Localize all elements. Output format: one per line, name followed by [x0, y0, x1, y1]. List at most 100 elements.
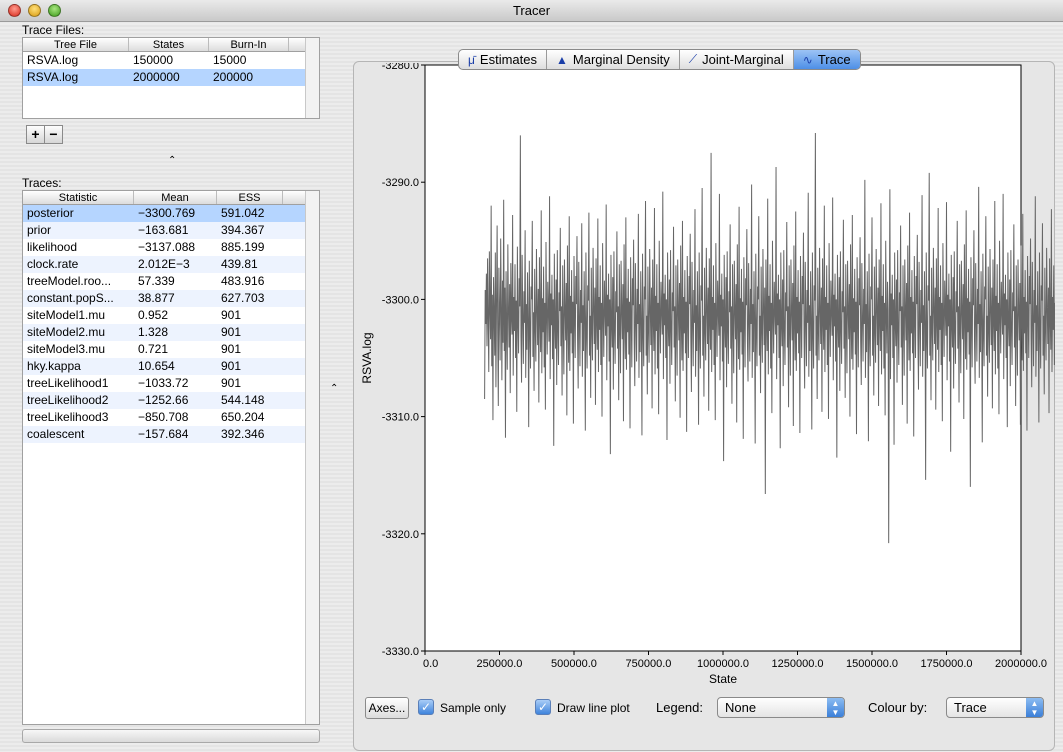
- table-row[interactable]: treeModel.roo... 57.339 483.916: [23, 273, 319, 290]
- trace-cell: 901: [221, 325, 242, 339]
- table-row[interactable]: treeLikelihood3 −850.708 650.204: [23, 409, 319, 426]
- trace-cell: 483.916: [221, 274, 265, 288]
- table-row[interactable]: constant.popS... 38.877 627.703: [23, 290, 319, 307]
- tab-label: Joint-Marginal: [702, 52, 784, 67]
- table-row[interactable]: siteModel1.mu 0.952 901: [23, 307, 319, 324]
- split-handle-icon[interactable]: ⌃: [168, 155, 177, 166]
- tab-marginal-density[interactable]: ▲ Marginal Density: [547, 50, 680, 69]
- traces-body: posterior −3300.769 591.042 prior −163.681 39…: [23, 205, 319, 443]
- x-tick-label: 250000.0: [477, 658, 523, 670]
- y-tick-label: -3290.0: [382, 177, 419, 189]
- trace-cell: 392.346: [221, 427, 265, 441]
- colour-by-label: Colour by:: [868, 700, 928, 715]
- draw-line-plot-checkbox[interactable]: ✓: [535, 699, 551, 715]
- density-icon: ▲: [556, 52, 568, 67]
- x-axis-label: State: [709, 672, 737, 686]
- tab-joint-marginal[interactable]: ⟋ Joint-Marginal: [680, 50, 794, 69]
- horizontal-scrollbar[interactable]: [22, 729, 320, 743]
- trace-cell: clock.rate: [27, 257, 79, 271]
- trace-cell: 57.339: [138, 274, 175, 288]
- trace-cell: −3137.088: [138, 240, 196, 254]
- add-trace-file-button[interactable]: +: [26, 125, 45, 144]
- trace-cell: 901: [221, 342, 242, 356]
- trace-cell: 627.703: [221, 291, 265, 305]
- legend-select[interactable]: None ▲ ▼: [717, 697, 845, 718]
- trace-cell: −163.681: [138, 223, 189, 237]
- column-header-ess[interactable]: ESS: [217, 191, 283, 204]
- trace-file-cell: 2000000: [133, 70, 180, 84]
- traces-table[interactable]: Statistic Mean ESS posterior −3300.769 591…: [22, 190, 320, 725]
- trace-cell: siteModel2.mu: [27, 325, 106, 339]
- window-title: Tracer: [512, 3, 551, 18]
- axes-button[interactable]: Axes...: [365, 697, 409, 719]
- trace-file-cell: RSVA.log: [27, 70, 79, 84]
- trace-cell: −850.708: [138, 410, 189, 424]
- trace-cell: constant.popS...: [27, 291, 114, 305]
- splitter-handle-icon[interactable]: ⌃: [330, 383, 339, 394]
- table-row[interactable]: prior −163.681 394.367: [23, 222, 319, 239]
- sample-only-checkbox[interactable]: ✓: [418, 699, 434, 715]
- trace-cell: 394.367: [221, 223, 265, 237]
- x-tick-label: 750000.0: [626, 658, 672, 670]
- column-header-states[interactable]: States: [129, 38, 209, 51]
- trace-cell: 650.204: [221, 410, 265, 424]
- trace-file-cell: 15000: [213, 53, 247, 67]
- x-tick-label: 2000000.0: [995, 658, 1047, 670]
- table-row[interactable]: treeLikelihood2 −1252.66 544.148: [23, 392, 319, 409]
- trace-files-label: Trace Files:: [22, 23, 85, 37]
- trace-files-table[interactable]: Tree File States Burn-In RSVA.log 150000 1…: [22, 37, 320, 119]
- table-row[interactable]: clock.rate 2.012E−3 439.81: [23, 256, 319, 273]
- table-row[interactable]: treeLikelihood1 −1033.72 901: [23, 375, 319, 392]
- trace-cell: hky.kappa: [27, 359, 81, 373]
- trace-files-scrollbar[interactable]: [305, 38, 319, 118]
- mu-bar-icon: μ̄: [468, 52, 475, 67]
- trace-cell: treeLikelihood2: [27, 393, 109, 407]
- table-row[interactable]: RSVA.log 150000 15000: [23, 52, 319, 69]
- y-tick-label: -3330.0: [382, 646, 419, 658]
- table-row[interactable]: coalescent −157.684 392.346: [23, 426, 319, 443]
- minimize-window-button[interactable]: [28, 4, 41, 17]
- trace-file-cell: RSVA.log: [27, 53, 79, 67]
- trace-cell: posterior: [27, 206, 74, 220]
- trace-cell: 1.328: [138, 325, 169, 339]
- trace-cell: 439.81: [221, 257, 258, 271]
- table-row[interactable]: likelihood −3137.088 885.199: [23, 239, 319, 256]
- trace-cell: treeLikelihood3: [27, 410, 109, 424]
- trace-cell: siteModel1.mu: [27, 308, 106, 322]
- traces-scrollbar[interactable]: [305, 191, 319, 724]
- y-tick-label: -3310.0: [382, 412, 419, 424]
- trace-cell: treeLikelihood1: [27, 376, 109, 390]
- tab-trace[interactable]: ∿ Trace: [793, 50, 860, 69]
- main-content: Trace Files: Tree File States Burn-In RS…: [0, 23, 1063, 752]
- traces-label: Traces:: [22, 176, 62, 190]
- x-tick-label: 0.0: [423, 658, 438, 670]
- table-row[interactable]: RSVA.log 2000000 200000: [23, 69, 319, 86]
- trace-cell: prior: [27, 223, 52, 237]
- trace-series-line: [484, 132, 1055, 544]
- x-tick-label: 1250000.0: [772, 658, 824, 670]
- column-header-mean[interactable]: Mean: [134, 191, 217, 204]
- trace-cell: 0.952: [138, 308, 169, 322]
- tab-label: Estimates: [479, 52, 537, 67]
- trace-cell: 901: [221, 376, 242, 390]
- table-row[interactable]: posterior −3300.769 591.042: [23, 205, 319, 222]
- chevron-updown-icon: ▲ ▼: [827, 698, 844, 717]
- trace-cell: 885.199: [221, 240, 265, 254]
- column-header-tree-file[interactable]: Tree File: [23, 38, 129, 51]
- column-header-burn-in[interactable]: Burn-In: [209, 38, 289, 51]
- zoom-window-button[interactable]: [48, 4, 61, 17]
- trace-cell: 901: [221, 308, 242, 322]
- view-tabs: μ̄ Estimates ▲ Marginal Density ⟋ Joint-Margi…: [458, 49, 861, 70]
- tab-label: Trace: [817, 52, 851, 67]
- y-axis-label: RSVA.log: [360, 332, 374, 383]
- colour-by-select[interactable]: Trace ▲ ▼: [946, 697, 1044, 718]
- table-row[interactable]: siteModel3.mu 0.721 901: [23, 341, 319, 358]
- remove-trace-file-button[interactable]: −: [44, 125, 63, 144]
- tab-estimates[interactable]: μ̄ Estimates: [459, 50, 547, 69]
- table-row[interactable]: siteModel2.mu 1.328 901: [23, 324, 319, 341]
- chevron-updown-icon: ▲ ▼: [1026, 698, 1043, 717]
- column-header-statistic[interactable]: Statistic: [23, 191, 134, 204]
- sample-only-label: Sample only: [440, 701, 507, 715]
- close-window-button[interactable]: [8, 4, 21, 17]
- table-row[interactable]: hky.kappa 10.654 901: [23, 358, 319, 375]
